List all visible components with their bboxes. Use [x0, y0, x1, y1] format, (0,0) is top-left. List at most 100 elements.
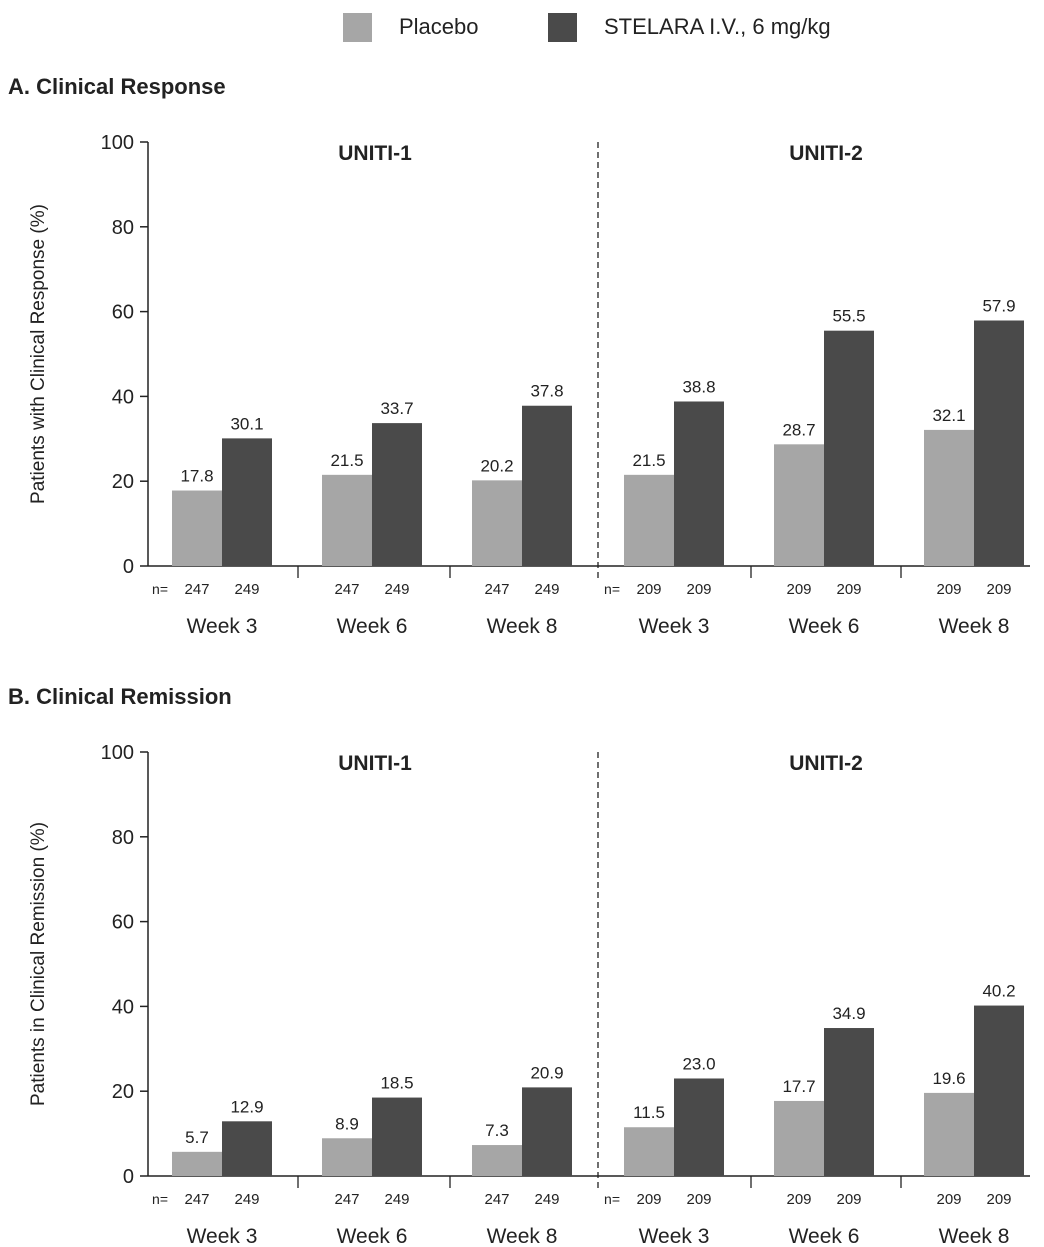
- bar-value-label: 7.3: [485, 1121, 509, 1140]
- n-prefix-label: n=: [604, 1191, 620, 1207]
- bar: [322, 474, 372, 566]
- n-prefix-label: n=: [152, 581, 168, 597]
- x-category-label: Week 3: [639, 1225, 710, 1247]
- x-category-label: Week 6: [337, 615, 408, 638]
- bar: [172, 490, 222, 566]
- bar-value-label: 23.0: [682, 1054, 715, 1073]
- n-count-label: 249: [534, 581, 559, 598]
- bar-value-label: 57.9: [982, 297, 1015, 316]
- panel-title-clinical-response: A. Clinical Response: [8, 74, 226, 99]
- bar: [824, 330, 874, 566]
- bar-value-label: 21.5: [632, 451, 665, 470]
- bar: [674, 401, 724, 566]
- n-count-label: 209: [636, 1191, 661, 1208]
- bar-value-label: 17.8: [180, 467, 213, 486]
- bar: [472, 480, 522, 566]
- legend: Placebo STELARA I.V., 6 mg/kg: [0, 0, 1044, 60]
- x-category-label: Week 8: [939, 615, 1010, 638]
- y-tick-label: 0: [123, 556, 134, 578]
- bar-value-label: 11.5: [633, 1103, 665, 1122]
- x-category-label: Week 3: [187, 615, 258, 638]
- bar-value-label: 20.2: [480, 456, 513, 475]
- x-category-label: Week 3: [639, 615, 710, 638]
- bar: [774, 444, 824, 566]
- n-count-label: 247: [184, 581, 209, 598]
- n-count-label: 249: [234, 581, 259, 598]
- bar-value-label: 20.9: [530, 1063, 563, 1082]
- bar-value-label: 17.7: [782, 1077, 815, 1096]
- panel-title-clinical-remission: B. Clinical Remission: [8, 684, 232, 709]
- bar: [372, 423, 422, 566]
- bar-value-label: 33.7: [380, 399, 413, 418]
- group-title: UNITI-1: [338, 142, 412, 165]
- n-count-label: 209: [936, 581, 961, 598]
- y-tick-label: 40: [112, 386, 134, 408]
- bar-value-label: 28.7: [782, 420, 815, 439]
- x-category-label: Week 8: [487, 615, 558, 638]
- x-category-label: Week 6: [337, 1225, 408, 1247]
- bar-value-label: 30.1: [230, 414, 263, 433]
- legend-item-stelara: STELARA I.V., 6 mg/kg: [548, 12, 831, 42]
- y-tick-label: 40: [112, 996, 134, 1018]
- bar: [624, 474, 674, 566]
- n-count-label: 249: [384, 581, 409, 598]
- n-count-label: 209: [936, 1191, 961, 1208]
- bar-value-label: 32.1: [932, 406, 965, 425]
- y-tick-label: 0: [123, 1166, 134, 1188]
- n-count-label: 247: [334, 581, 359, 598]
- x-category-label: Week 3: [187, 1225, 258, 1247]
- n-count-label: 209: [986, 581, 1011, 598]
- n-count-label: 247: [184, 1191, 209, 1208]
- bar: [322, 1138, 372, 1176]
- x-category-label: Week 8: [487, 1225, 558, 1247]
- n-count-label: 247: [334, 1191, 359, 1208]
- bar: [222, 1121, 272, 1176]
- y-tick-label: 80: [112, 827, 134, 849]
- n-count-label: 209: [836, 1191, 861, 1208]
- y-tick-label: 100: [101, 742, 134, 764]
- bar-value-label: 40.2: [982, 982, 1015, 1001]
- bar: [472, 1145, 522, 1176]
- n-count-label: 249: [384, 1191, 409, 1208]
- n-prefix-label: n=: [152, 1191, 168, 1207]
- y-tick-label: 20: [112, 1081, 134, 1103]
- bar: [522, 1087, 572, 1176]
- chart-clinical-response: 0 20 40 60 80 100 Patients with Clinical Respo…: [28, 132, 1030, 638]
- y-tick-label: 100: [101, 132, 134, 154]
- bar: [522, 405, 572, 566]
- bar: [824, 1028, 874, 1176]
- bar: [172, 1151, 222, 1176]
- bar: [222, 438, 272, 566]
- chart-clinical-remission: 0 20 40 60 80 100 Patients in Clinical Remissi…: [28, 742, 1030, 1247]
- bar-value-label: 55.5: [832, 307, 865, 326]
- group-title: UNITI-1: [338, 752, 412, 775]
- group-title: UNITI-2: [789, 142, 863, 165]
- bar-value-label: 5.7: [185, 1128, 209, 1147]
- n-count-label: 209: [686, 1191, 711, 1208]
- bar-value-label: 8.9: [335, 1114, 359, 1133]
- legend-swatch-placebo: [343, 12, 372, 42]
- bar-value-label: 19.6: [932, 1069, 965, 1088]
- n-count-label: 209: [686, 581, 711, 598]
- n-count-label: 249: [234, 1191, 259, 1208]
- bar-value-label: 18.5: [380, 1074, 413, 1093]
- n-count-label: 209: [986, 1191, 1011, 1208]
- x-category-label: Week 6: [789, 1225, 860, 1247]
- bar: [624, 1127, 674, 1176]
- n-count-label: 247: [484, 581, 509, 598]
- n-count-label: 209: [786, 1191, 811, 1208]
- bar: [974, 1005, 1024, 1176]
- y-axis-title: Patients in Clinical Remission (%): [28, 822, 49, 1106]
- bar-value-label: 12.9: [230, 1097, 263, 1116]
- y-tick-label: 60: [112, 302, 134, 324]
- bar: [924, 1092, 974, 1176]
- bar-value-label: 34.9: [832, 1004, 865, 1023]
- bar: [974, 320, 1024, 566]
- legend-label-placebo: Placebo: [399, 14, 479, 39]
- bar: [924, 429, 974, 566]
- x-category-label: Week 6: [789, 615, 860, 638]
- bar: [372, 1097, 422, 1176]
- y-tick-label: 80: [112, 217, 134, 239]
- bar-value-label: 37.8: [530, 382, 563, 401]
- legend-swatch-stelara: [548, 12, 577, 42]
